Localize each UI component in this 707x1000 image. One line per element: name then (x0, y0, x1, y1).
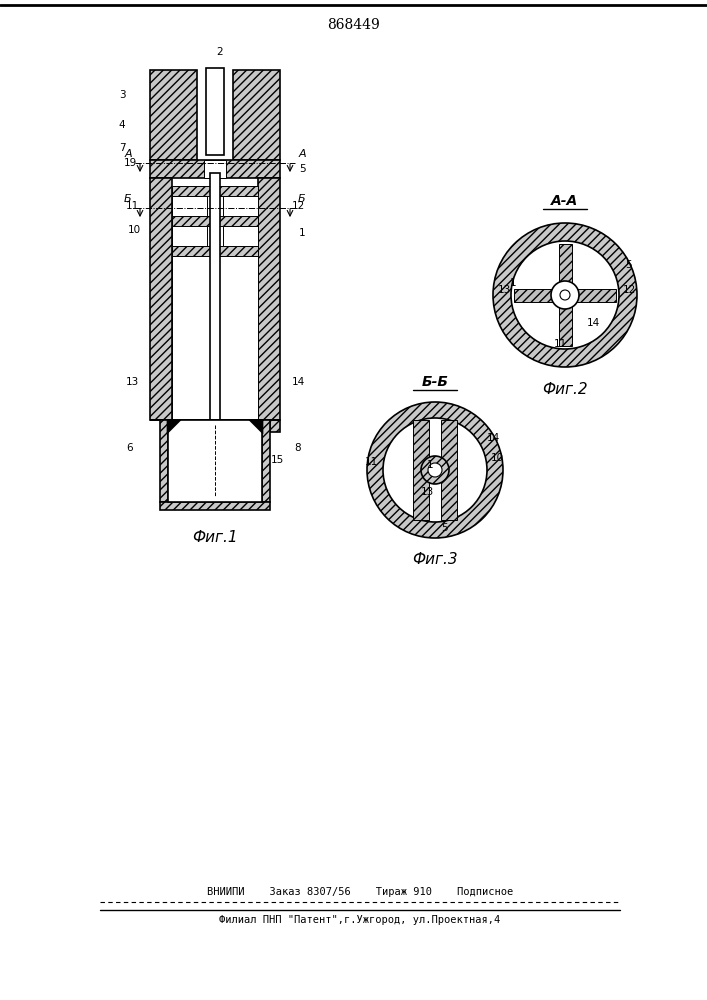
Text: 1: 1 (298, 228, 305, 238)
Text: 10: 10 (491, 453, 503, 463)
Text: 8: 8 (295, 443, 301, 453)
Polygon shape (204, 160, 226, 178)
Circle shape (511, 241, 619, 349)
Polygon shape (559, 244, 571, 295)
Polygon shape (150, 420, 280, 432)
Circle shape (383, 418, 487, 522)
Polygon shape (172, 186, 258, 196)
Polygon shape (262, 420, 270, 502)
Polygon shape (150, 178, 172, 420)
Polygon shape (565, 288, 616, 302)
Text: 15: 15 (270, 455, 284, 465)
Polygon shape (172, 196, 207, 216)
Text: Б: Б (298, 194, 306, 204)
Polygon shape (249, 420, 263, 434)
Circle shape (367, 402, 503, 538)
Text: 10: 10 (127, 225, 141, 235)
Text: ВНИИПИ    Заказ 8307/56    Тираж 910    Подписное: ВНИИПИ Заказ 8307/56 Тираж 910 Подписное (207, 887, 513, 897)
Text: 14: 14 (291, 377, 305, 387)
Polygon shape (150, 70, 197, 160)
Text: 13: 13 (421, 487, 433, 497)
Text: 3: 3 (119, 90, 125, 100)
Polygon shape (172, 226, 207, 246)
Text: 4: 4 (119, 120, 125, 130)
Polygon shape (514, 288, 565, 302)
Text: Филиал ПНП "Патент",г.Ужгород, ул.Проектная,4: Филиал ПНП "Патент",г.Ужгород, ул.Проект… (219, 915, 501, 925)
Text: 1: 1 (427, 460, 433, 470)
Text: А-А: А-А (551, 194, 578, 208)
Text: 11: 11 (364, 457, 378, 467)
Polygon shape (150, 160, 280, 178)
Circle shape (493, 223, 637, 367)
Polygon shape (172, 256, 258, 420)
Polygon shape (223, 226, 258, 246)
Text: 6: 6 (127, 443, 134, 453)
Polygon shape (258, 178, 280, 420)
Circle shape (421, 456, 449, 484)
Text: 13: 13 (125, 377, 139, 387)
Text: 14: 14 (586, 318, 600, 328)
Text: 5: 5 (442, 523, 448, 533)
Text: 12: 12 (291, 201, 305, 211)
Polygon shape (167, 420, 181, 434)
Text: 11: 11 (125, 201, 139, 211)
Polygon shape (223, 196, 258, 216)
Text: А: А (298, 149, 306, 159)
Text: 7: 7 (119, 143, 125, 153)
Polygon shape (210, 173, 220, 425)
Text: 5: 5 (298, 164, 305, 174)
Text: 1: 1 (510, 278, 516, 288)
Polygon shape (206, 68, 224, 155)
Polygon shape (168, 420, 262, 502)
Text: 5: 5 (626, 260, 632, 270)
Text: Фиг.1: Фиг.1 (192, 530, 238, 546)
Text: 19: 19 (124, 158, 136, 168)
Text: А: А (124, 149, 132, 159)
Text: 13: 13 (498, 285, 510, 295)
Polygon shape (413, 420, 429, 520)
Polygon shape (160, 420, 168, 502)
Polygon shape (233, 70, 280, 160)
Text: 14: 14 (486, 433, 500, 443)
Circle shape (560, 290, 570, 300)
Polygon shape (172, 216, 258, 226)
Text: 868449: 868449 (327, 18, 380, 32)
Polygon shape (441, 420, 457, 520)
Text: 11: 11 (554, 339, 566, 349)
Text: Б: Б (124, 194, 132, 204)
Polygon shape (172, 246, 258, 256)
Polygon shape (559, 295, 571, 346)
Text: Фиг.3: Фиг.3 (412, 552, 458, 568)
Text: Б-Б: Б-Б (421, 375, 448, 389)
Text: 12: 12 (622, 285, 636, 295)
Circle shape (551, 281, 579, 309)
Polygon shape (160, 502, 270, 510)
Circle shape (428, 463, 442, 477)
Text: Фиг.2: Фиг.2 (542, 381, 588, 396)
Text: 2: 2 (216, 47, 223, 57)
